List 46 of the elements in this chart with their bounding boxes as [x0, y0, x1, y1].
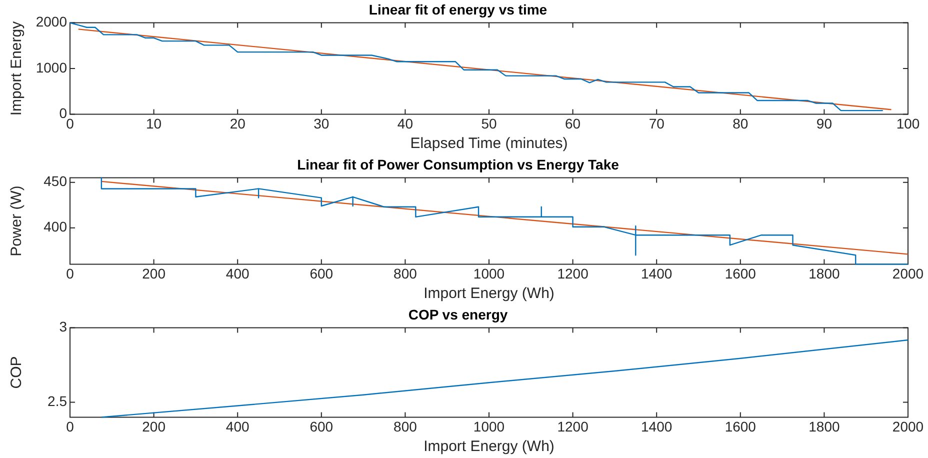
- x-tick-label: 20: [230, 115, 246, 132]
- chart-title: COP vs energy: [408, 306, 508, 322]
- x-tick-label: 2000: [892, 265, 924, 282]
- x-tick-label: 1800: [808, 418, 840, 434]
- x-tick-label: 80: [732, 115, 748, 132]
- y-tick-label: 400: [44, 218, 68, 235]
- x-tick-label: 1200: [557, 265, 589, 282]
- x-tick-label: 1600: [724, 265, 756, 282]
- x-tick-label: 1400: [641, 265, 672, 282]
- x-tick-label: 200: [142, 418, 166, 434]
- x-tick-label: 400: [226, 265, 250, 282]
- x-tick-label: 1000: [473, 265, 505, 282]
- chart-title: Linear fit of energy vs time: [368, 1, 548, 18]
- x-tick-label: 50: [481, 115, 497, 132]
- x-tick-label: 600: [310, 265, 334, 282]
- y-tick-label: 1000: [36, 59, 68, 76]
- x-tick-label: 200: [142, 265, 166, 282]
- x-tick-label: 2000: [892, 418, 924, 434]
- x-tick-label: 600: [310, 418, 334, 434]
- y-tick-label: 0: [59, 105, 68, 122]
- x-tick-label: 70: [648, 115, 665, 132]
- x-tick-label: 1800: [808, 265, 840, 282]
- y-axis-title: COP: [8, 356, 26, 389]
- chart-title: Linear fit of Power Consumption vs Energy Take: [297, 156, 620, 172]
- x-tick-label: 40: [397, 115, 414, 132]
- x-axis-title: Import Energy (Wh): [424, 285, 554, 302]
- y-tick-label: 2.5: [48, 393, 68, 410]
- y-axis-title: Import Energy: [8, 20, 26, 116]
- x-tick-label: 1600: [724, 418, 756, 434]
- x-tick-label: 1400: [641, 418, 672, 434]
- y-axis-title: Power (W): [8, 186, 26, 256]
- x-tick-label: 400: [226, 418, 250, 434]
- y-tick-label: 3: [59, 318, 68, 335]
- x-tick-label: 800: [394, 265, 418, 282]
- x-tick-label: 1200: [557, 418, 589, 434]
- x-tick-label: 1000: [473, 418, 505, 434]
- x-tick-label: 90: [816, 115, 832, 132]
- x-tick-label: 30: [314, 115, 330, 132]
- x-axis-title: Import Energy (Wh): [424, 438, 554, 456]
- x-tick-label: 100: [896, 115, 920, 132]
- x-axis-title: Elapsed Time (minutes): [410, 135, 568, 152]
- y-tick-label: 2000: [36, 14, 68, 30]
- x-tick-label: 10: [146, 115, 162, 132]
- x-tick-label: 60: [565, 115, 581, 132]
- x-tick-label: 800: [394, 418, 418, 434]
- y-tick-label: 450: [44, 173, 68, 190]
